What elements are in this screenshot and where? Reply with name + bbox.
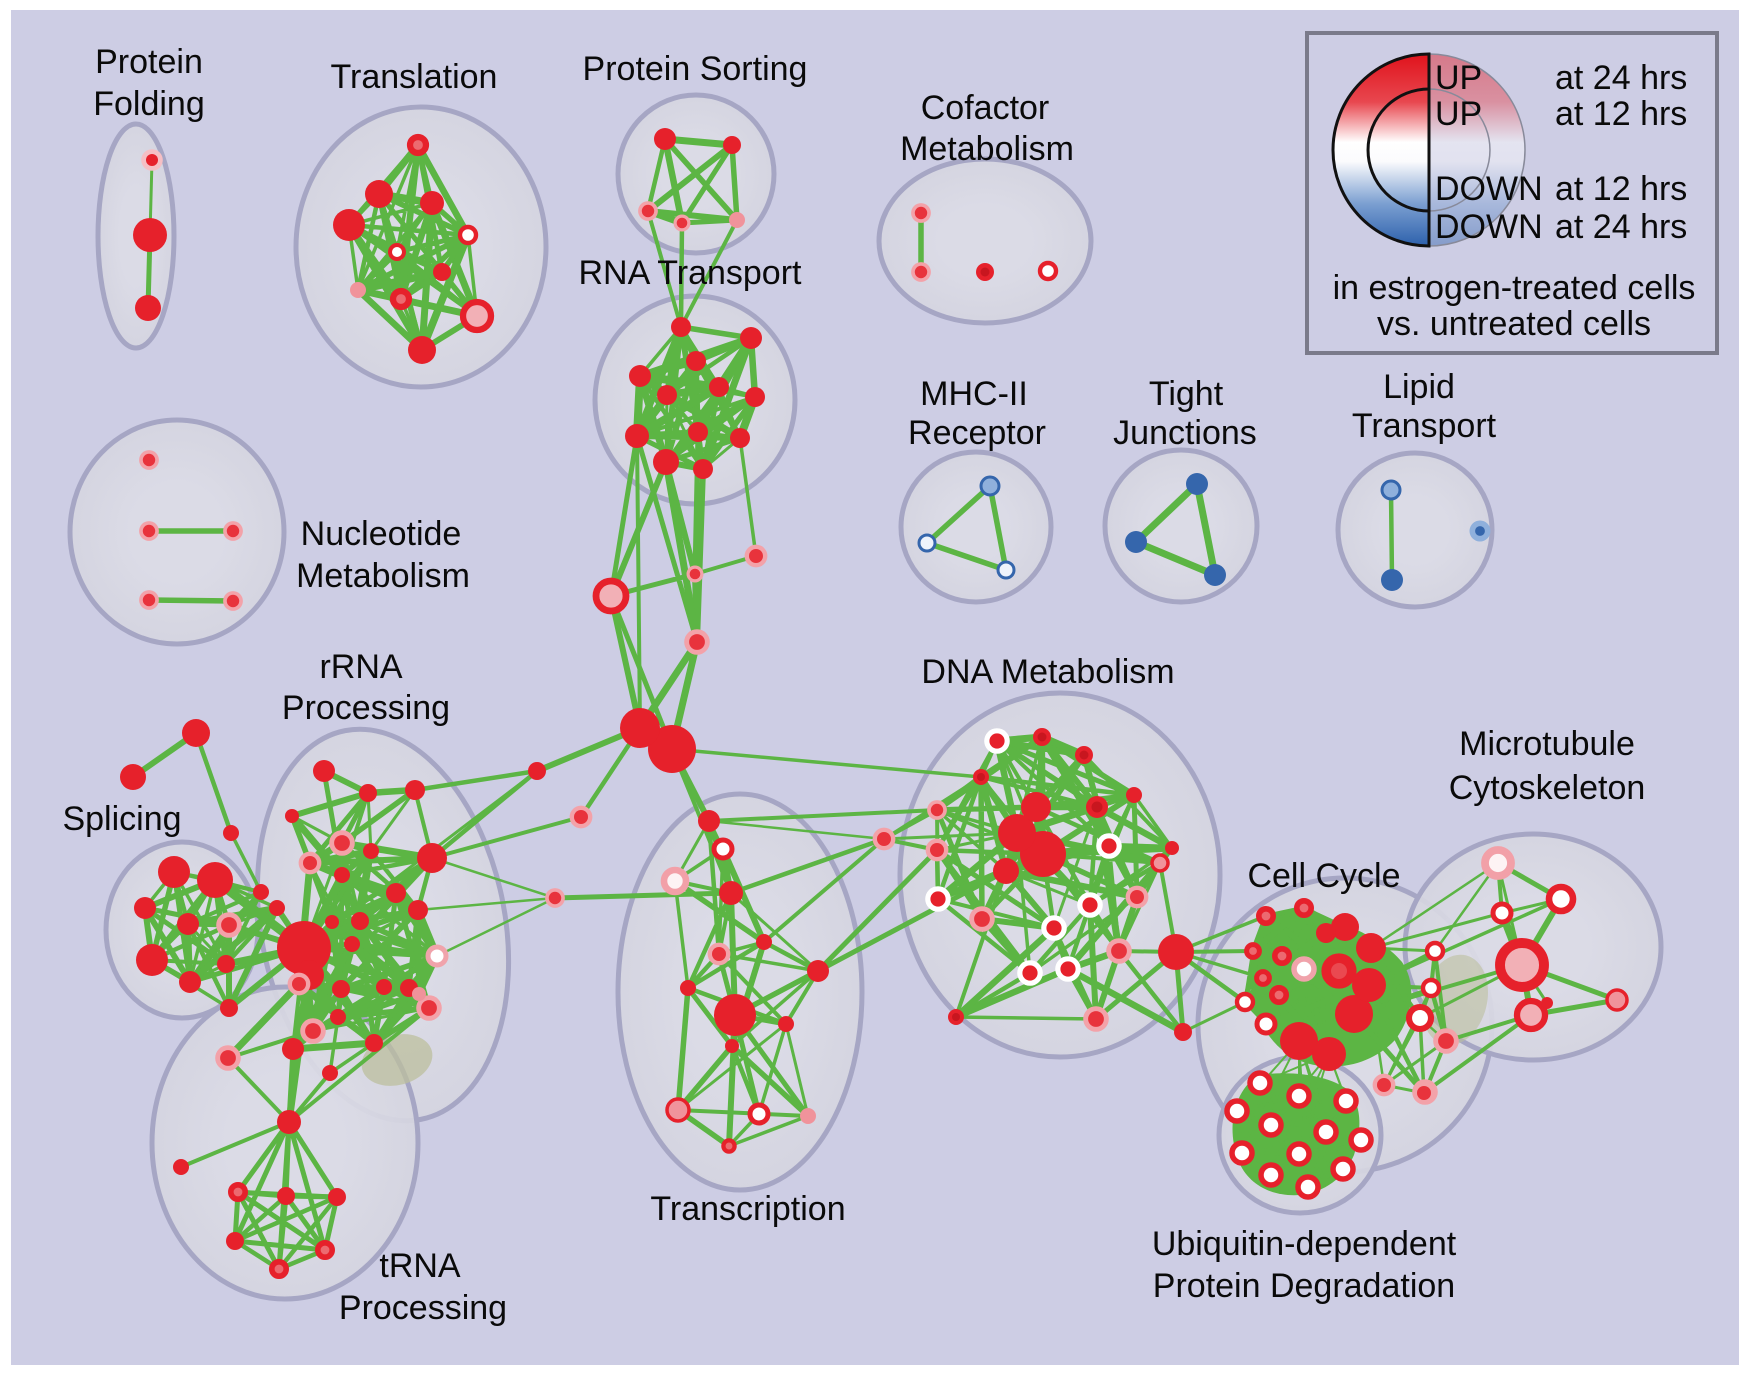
svg-text:UP: UP <box>1435 95 1482 133</box>
svg-text:at 24 hrs: at 24 hrs <box>1555 59 1687 97</box>
svg-text:RNA Transport: RNA Transport <box>579 254 803 292</box>
svg-text:vs. untreated cells: vs. untreated cells <box>1377 305 1651 343</box>
svg-text:Translation: Translation <box>331 58 498 96</box>
svg-text:Folding: Folding <box>93 85 205 123</box>
svg-text:rRNA: rRNA <box>319 648 402 686</box>
svg-text:Cytoskeleton: Cytoskeleton <box>1449 769 1646 807</box>
svg-text:DOWN: DOWN <box>1435 170 1543 208</box>
svg-text:tRNA: tRNA <box>379 1247 461 1285</box>
svg-text:Protein Sorting: Protein Sorting <box>583 50 808 88</box>
svg-text:at 24 hrs: at 24 hrs <box>1555 208 1687 246</box>
svg-text:in estrogen-treated cells: in estrogen-treated cells <box>1333 269 1696 307</box>
svg-text:Metabolism: Metabolism <box>900 130 1074 168</box>
svg-text:Tight: Tight <box>1149 375 1224 413</box>
svg-text:Receptor: Receptor <box>908 414 1046 452</box>
svg-text:DNA Metabolism: DNA Metabolism <box>921 653 1174 691</box>
svg-text:Processing: Processing <box>282 689 450 727</box>
svg-text:Microtubule: Microtubule <box>1459 725 1635 763</box>
svg-text:DOWN: DOWN <box>1435 208 1543 246</box>
svg-text:at 12 hrs: at 12 hrs <box>1555 170 1687 208</box>
svg-text:Junctions: Junctions <box>1113 414 1257 452</box>
svg-text:UP: UP <box>1435 59 1482 97</box>
svg-text:MHC-II: MHC-II <box>920 375 1028 413</box>
svg-text:Cell Cycle: Cell Cycle <box>1247 857 1400 895</box>
svg-text:Transport: Transport <box>1352 407 1497 445</box>
svg-text:Protein Degradation: Protein Degradation <box>1153 1267 1455 1305</box>
svg-text:Transcription: Transcription <box>650 1190 845 1228</box>
svg-text:Splicing: Splicing <box>62 800 181 838</box>
svg-text:Processing: Processing <box>339 1289 507 1327</box>
svg-text:Cofactor: Cofactor <box>921 89 1050 127</box>
svg-text:Protein: Protein <box>95 43 203 81</box>
svg-text:Ubiquitin-dependent: Ubiquitin-dependent <box>1152 1225 1457 1263</box>
svg-text:Nucleotide: Nucleotide <box>301 515 462 553</box>
svg-text:Lipid: Lipid <box>1383 368 1455 406</box>
svg-text:at 12 hrs: at 12 hrs <box>1555 95 1687 133</box>
svg-text:Metabolism: Metabolism <box>296 557 470 595</box>
